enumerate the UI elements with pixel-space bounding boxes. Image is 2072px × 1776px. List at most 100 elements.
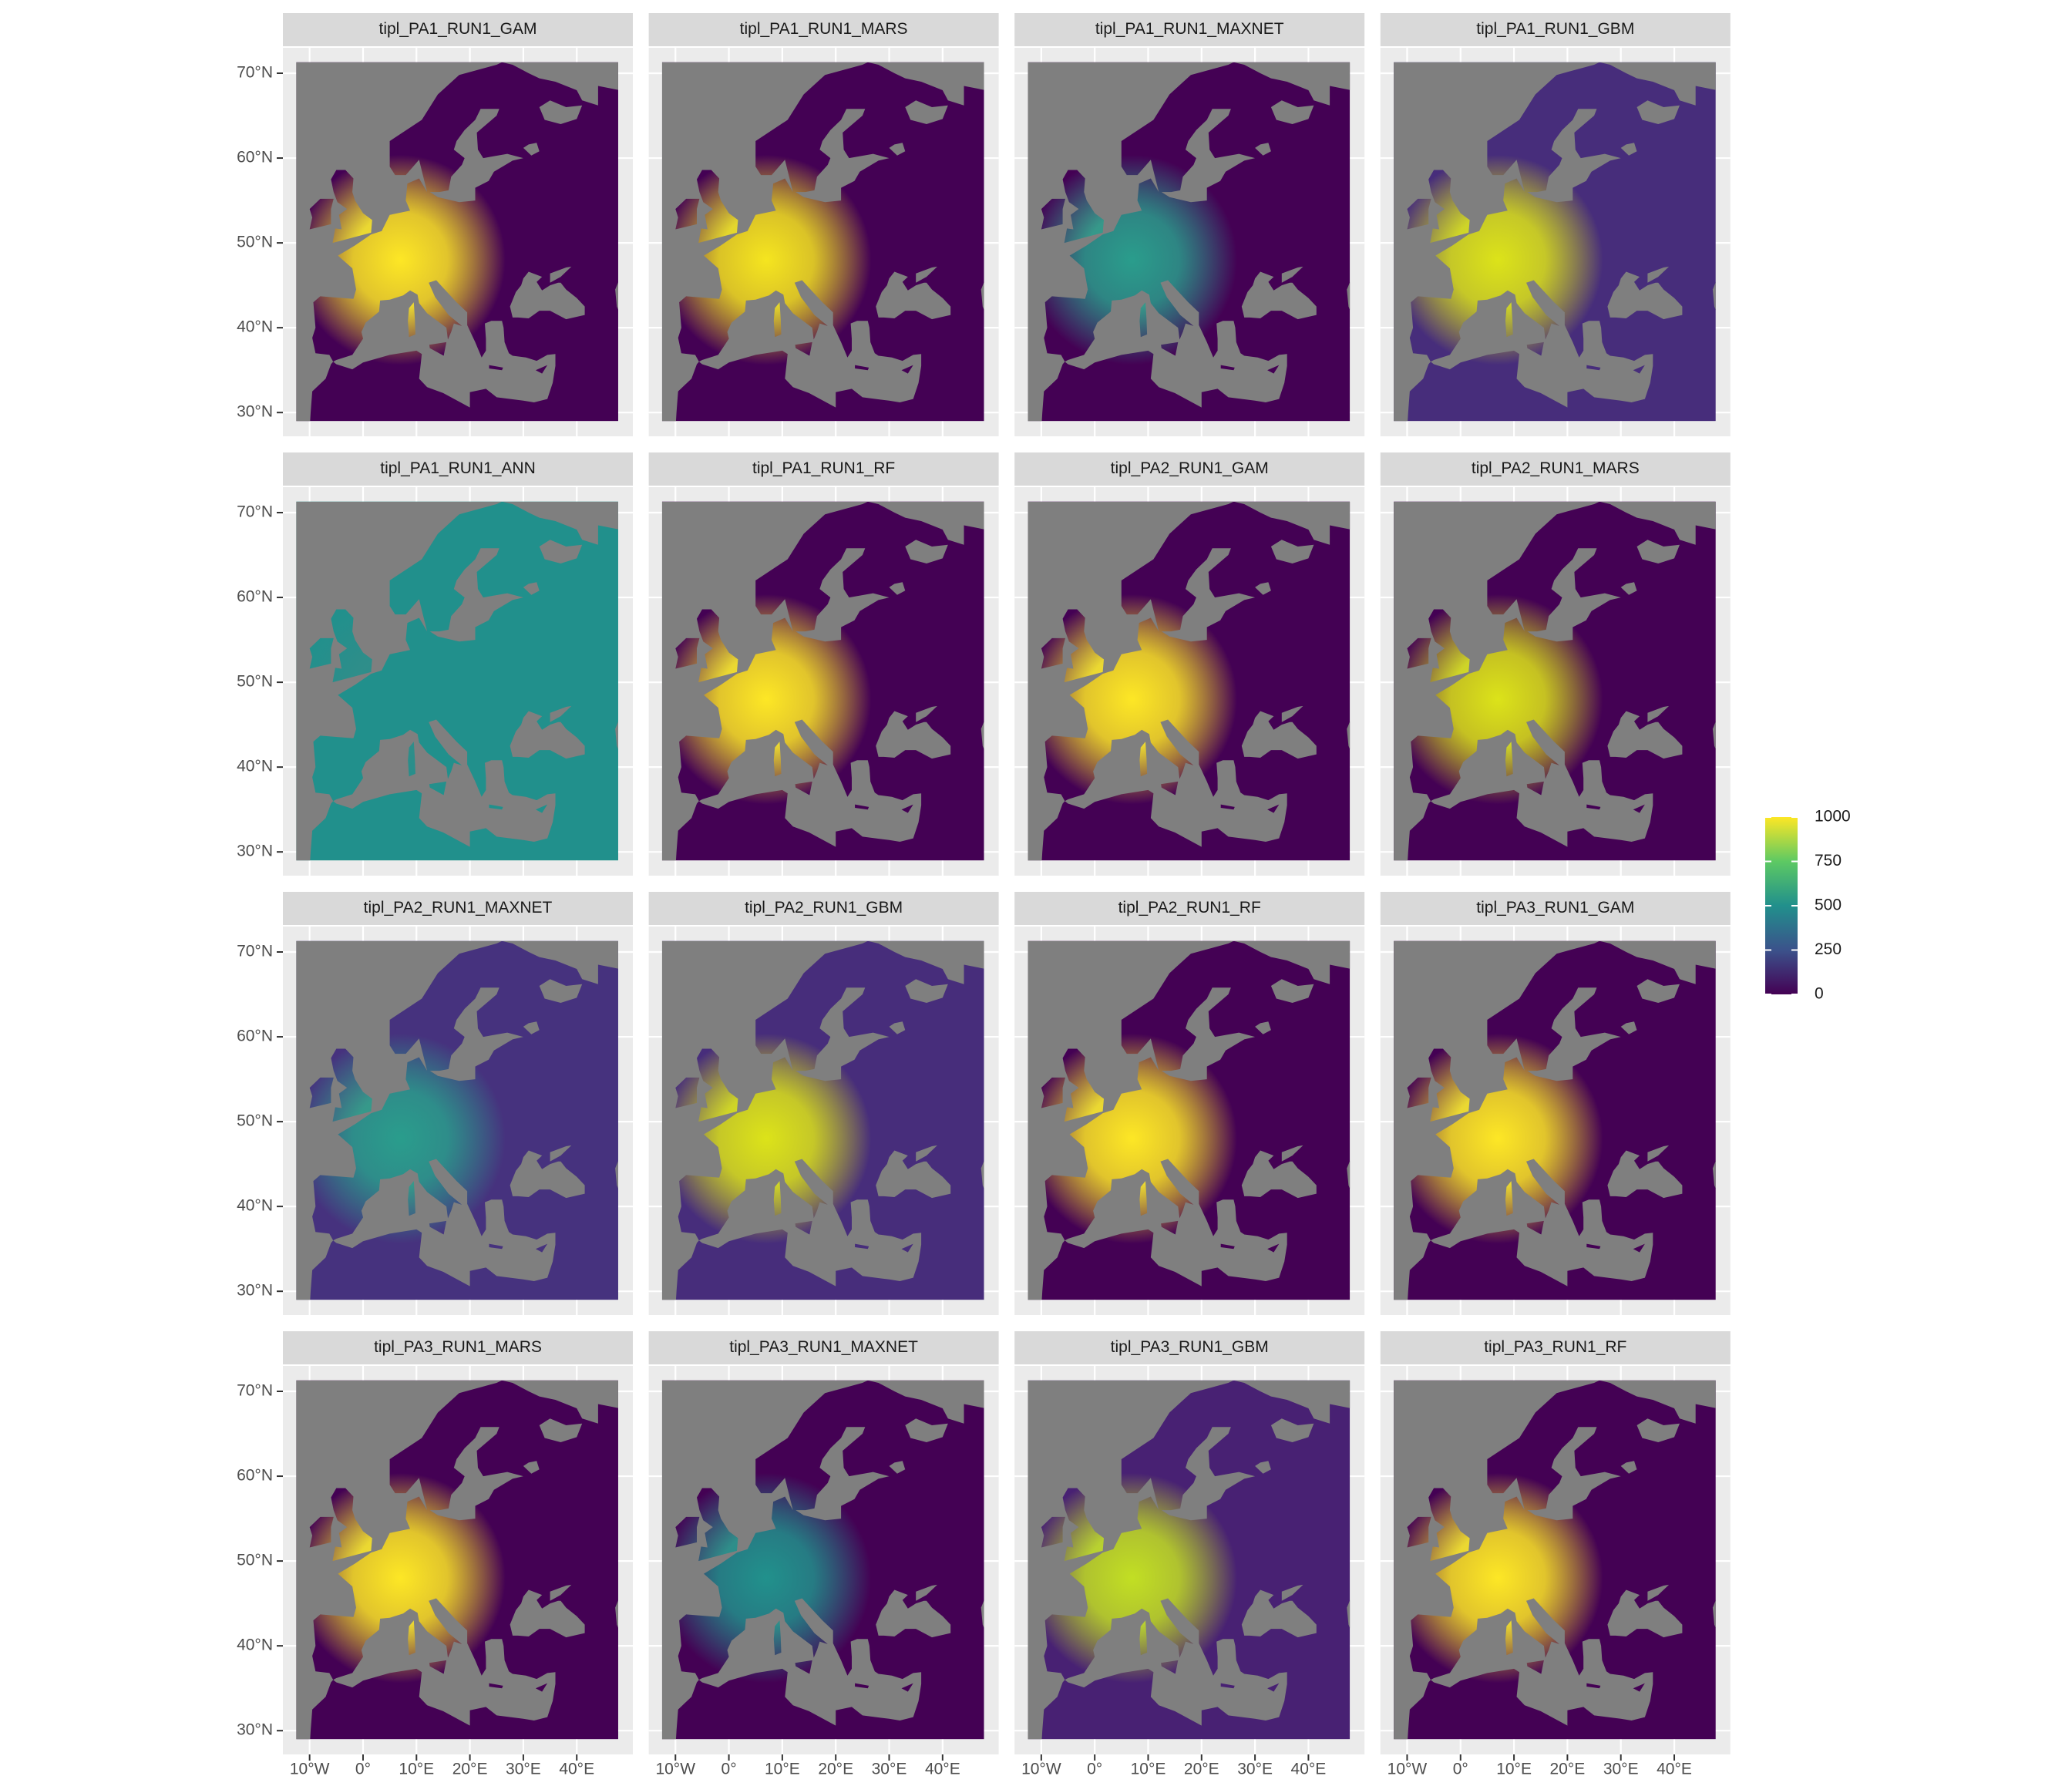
strip-background [648, 452, 999, 486]
island [1139, 1181, 1148, 1216]
facet: tipl_PA3_RUN1_RF 10°W 0° 10°E 20°E 30°E 40°E [1380, 1331, 1731, 1776]
sea [510, 1589, 585, 1638]
x-tick-label: 0° [1453, 1761, 1468, 1776]
island [675, 1077, 700, 1108]
sea [1636, 979, 1680, 1003]
sea [429, 548, 523, 642]
sea [615, 282, 618, 310]
sea [1161, 1427, 1256, 1521]
sea [916, 705, 937, 722]
island [408, 742, 415, 777]
sea [905, 540, 948, 563]
strip-background [1380, 1331, 1731, 1364]
island [1139, 302, 1148, 338]
island [675, 1516, 700, 1548]
sea [615, 1600, 618, 1628]
sea [523, 143, 540, 156]
facet: tipl_PA3_RUN1_GAM [1380, 892, 1731, 1315]
y-tick-label: 50°N [237, 234, 273, 251]
island [1586, 1683, 1601, 1689]
x-tick-label: 30°E [1237, 1761, 1273, 1776]
island [1586, 365, 1601, 371]
legend-label: 750 [1815, 852, 1842, 870]
sea [1233, 501, 1350, 545]
strip-background [283, 452, 633, 486]
y-tick-label: 30°N [237, 403, 273, 421]
sea [905, 100, 948, 124]
sea [1233, 62, 1350, 106]
island [535, 1683, 548, 1692]
sea [1394, 62, 1599, 422]
facet-title: tipl_PA2_RUN1_MARS [1472, 459, 1640, 477]
sea [1241, 1150, 1317, 1199]
y-tick-label: 40°N [237, 758, 273, 775]
facet-title: tipl_PA2_RUN1_GBM [745, 899, 903, 917]
sea [615, 1161, 618, 1189]
island [773, 302, 782, 338]
facet: tipl_PA1_RUN1_RF [648, 452, 999, 876]
sea [867, 62, 984, 106]
island [795, 781, 812, 796]
y-tick-label: 70°N [237, 503, 273, 521]
y-tick-label: 40°N [237, 318, 273, 336]
sea [1270, 100, 1314, 124]
island [1505, 742, 1513, 777]
island [1633, 804, 1645, 813]
island [309, 1077, 334, 1108]
sea [1255, 582, 1271, 595]
island [1526, 1220, 1544, 1235]
island [773, 1620, 782, 1656]
x-tick-label: 0° [1087, 1761, 1102, 1776]
island [1586, 804, 1601, 810]
sea [1233, 1380, 1350, 1424]
island [429, 781, 447, 796]
facet-title: tipl_PA1_RUN1_RF [752, 459, 895, 477]
sea [1712, 282, 1716, 310]
strip-background [1014, 452, 1365, 486]
sea [1347, 1600, 1350, 1628]
y-tick-label: 50°N [237, 1112, 273, 1130]
sea [1270, 979, 1314, 1003]
island [1428, 170, 1470, 244]
sea [615, 722, 618, 749]
sea [1607, 1589, 1683, 1638]
map [296, 501, 618, 861]
y-tick-label: 60°N [237, 1028, 273, 1045]
facet-title: tipl_PA1_RUN1_GBM [1476, 20, 1634, 38]
sea [1281, 266, 1303, 283]
y-tick-label: 70°N [237, 64, 273, 82]
sea [1028, 1380, 1234, 1740]
island [773, 1181, 782, 1216]
map [1028, 940, 1350, 1300]
sea [876, 1589, 951, 1638]
sea [1233, 940, 1350, 984]
island [1526, 781, 1544, 796]
sea [889, 582, 906, 595]
y-tick-label: 60°N [237, 588, 273, 606]
x-tick-label: 20°E [452, 1761, 488, 1776]
facet: tipl_PA1_RUN1_GAM 30°N 40°N 50°N 60°N 70°N [237, 13, 633, 436]
sea [1255, 143, 1271, 156]
x-tick-label: 30°E [1603, 1761, 1639, 1776]
strip-background [648, 892, 999, 925]
facet-title: tipl_PA3_RUN1_RF [1484, 1338, 1626, 1356]
sea [1394, 940, 1599, 1300]
sea [876, 1150, 951, 1199]
facet-title: tipl_PA1_RUN1_ANN [380, 459, 536, 477]
facet: tipl_PA1_RUN1_ANN 30°N 40°N 50°N 60°N 70°N [237, 452, 633, 876]
x-tick-label: 10°W [290, 1761, 330, 1776]
island [489, 804, 503, 810]
sea [796, 1427, 890, 1521]
sea [1028, 940, 1234, 1300]
legend-label: 0 [1815, 985, 1824, 1003]
island [1041, 1516, 1065, 1548]
island [331, 609, 372, 683]
sea [523, 1021, 540, 1034]
x-tick-label: 10°W [655, 1761, 695, 1776]
facet: tipl_PA1_RUN1_MAXNET [1014, 13, 1365, 436]
island [675, 637, 700, 669]
island [309, 198, 334, 230]
sea [429, 987, 523, 1081]
x-tick-label: 20°E [818, 1761, 853, 1776]
